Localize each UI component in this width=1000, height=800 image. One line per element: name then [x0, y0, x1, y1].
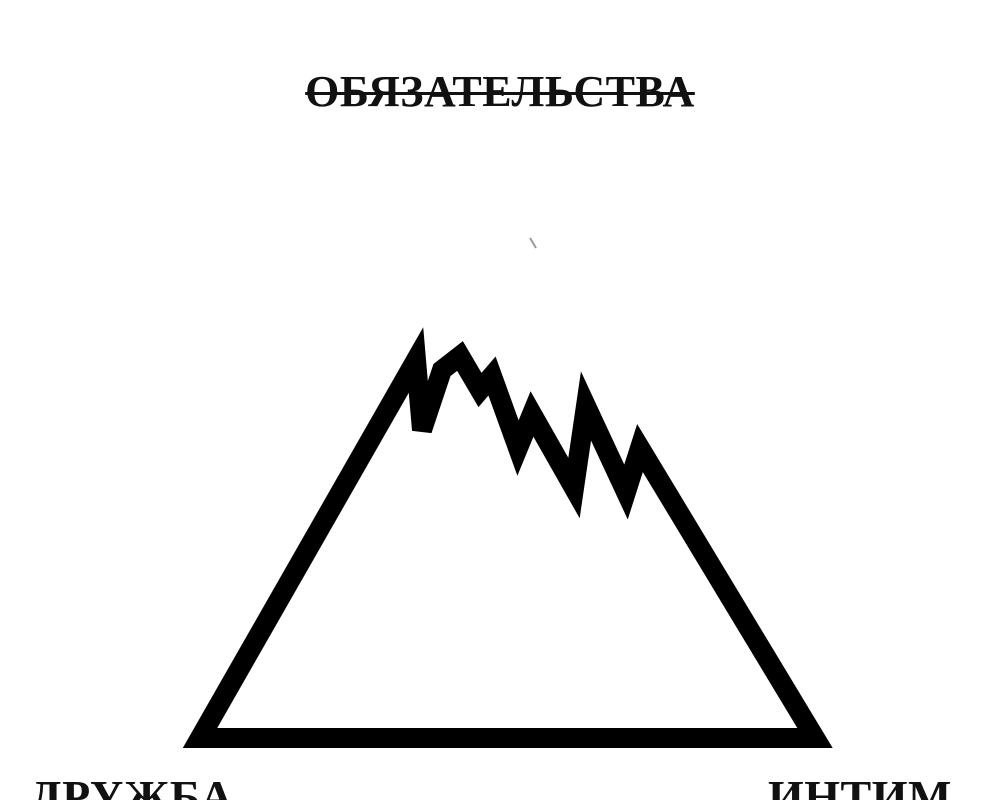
stray-mark	[529, 237, 537, 249]
label-friendship: ДРУЖБА	[30, 771, 234, 800]
label-intimacy: ИНТИМ	[768, 771, 952, 800]
broken-triangle	[182, 327, 833, 748]
label-commitment: ОБЯЗАТЕЛЬСТВА	[305, 67, 695, 116]
